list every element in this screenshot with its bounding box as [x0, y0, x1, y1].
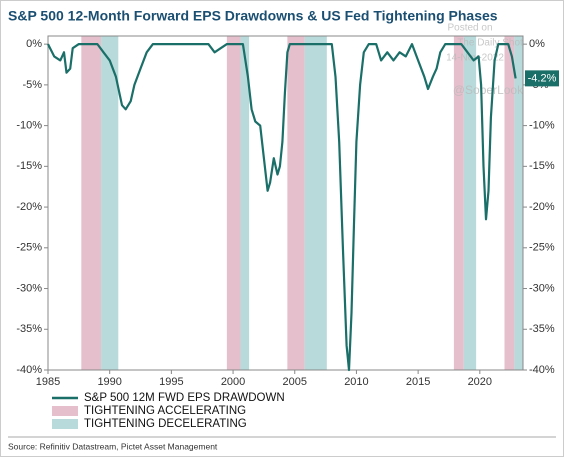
tightening-band [504, 36, 515, 370]
tightening-band [226, 36, 241, 370]
y2-tick-label: -35% [529, 323, 555, 335]
end-label-box [525, 70, 559, 87]
x-tick-label: 2005 [283, 376, 307, 388]
tightening-band [514, 36, 523, 370]
end-label: -4.2% [528, 72, 557, 84]
x-tick-label: 2010 [344, 376, 368, 388]
legend-label: S&P 500 12M FWD EPS DRAWDOWN [84, 392, 285, 404]
x-tick-label: 2020 [468, 376, 492, 388]
y2-tick-label: -15% [529, 160, 555, 172]
legend-swatch [52, 419, 78, 429]
y2-tick-label: -30% [529, 282, 555, 294]
tightening-band [240, 36, 250, 370]
tightening-band [101, 36, 119, 370]
tightening-band [287, 36, 305, 370]
y-tick-label: -5% [22, 79, 42, 91]
y-tick-label: -40% [16, 364, 42, 376]
chart-title: S&P 500 12-Month Forward EPS Drawdowns &… [8, 8, 498, 24]
plot-frame [47, 35, 524, 371]
y-tick-label: 0% [26, 38, 42, 50]
watermark: Posted on [447, 23, 492, 34]
y2-tick-label: -20% [529, 201, 555, 213]
x-tick-label: 1990 [97, 376, 121, 388]
tightening-band [81, 36, 102, 370]
y-tick-label: -20% [16, 201, 42, 213]
series-line [47, 43, 517, 372]
legend-label: TIGHTENING ACCELERATING [84, 405, 246, 417]
y-tick-label: -25% [16, 242, 42, 254]
tightening-band [304, 36, 327, 370]
x-tick-label: 2015 [406, 376, 430, 388]
legend-swatch [52, 406, 78, 416]
tightening-band [453, 36, 464, 370]
y-tick-label: -10% [16, 120, 42, 132]
source: Source: Refinitiv Datastream, Pictet Ass… [8, 441, 218, 451]
x-tick-label: 1995 [159, 376, 183, 388]
y-tick-label: -35% [16, 323, 42, 335]
tightening-band [463, 36, 477, 370]
watermark: The Daily Shot [457, 38, 523, 49]
x-tick-label: 1985 [36, 376, 60, 388]
y-tick-label: -15% [16, 160, 42, 172]
y-tick-label: -30% [16, 282, 42, 294]
y2-tick-label: -10% [529, 120, 555, 132]
y2-tick-label: -25% [529, 242, 555, 254]
watermark: @SoberLook [453, 83, 524, 97]
x-tick-label: 2000 [221, 376, 245, 388]
legend-label: TIGHTENING DECELERATING [84, 418, 247, 430]
y2-tick-label: 0% [529, 38, 545, 50]
y2-tick-label: -40% [529, 364, 555, 376]
